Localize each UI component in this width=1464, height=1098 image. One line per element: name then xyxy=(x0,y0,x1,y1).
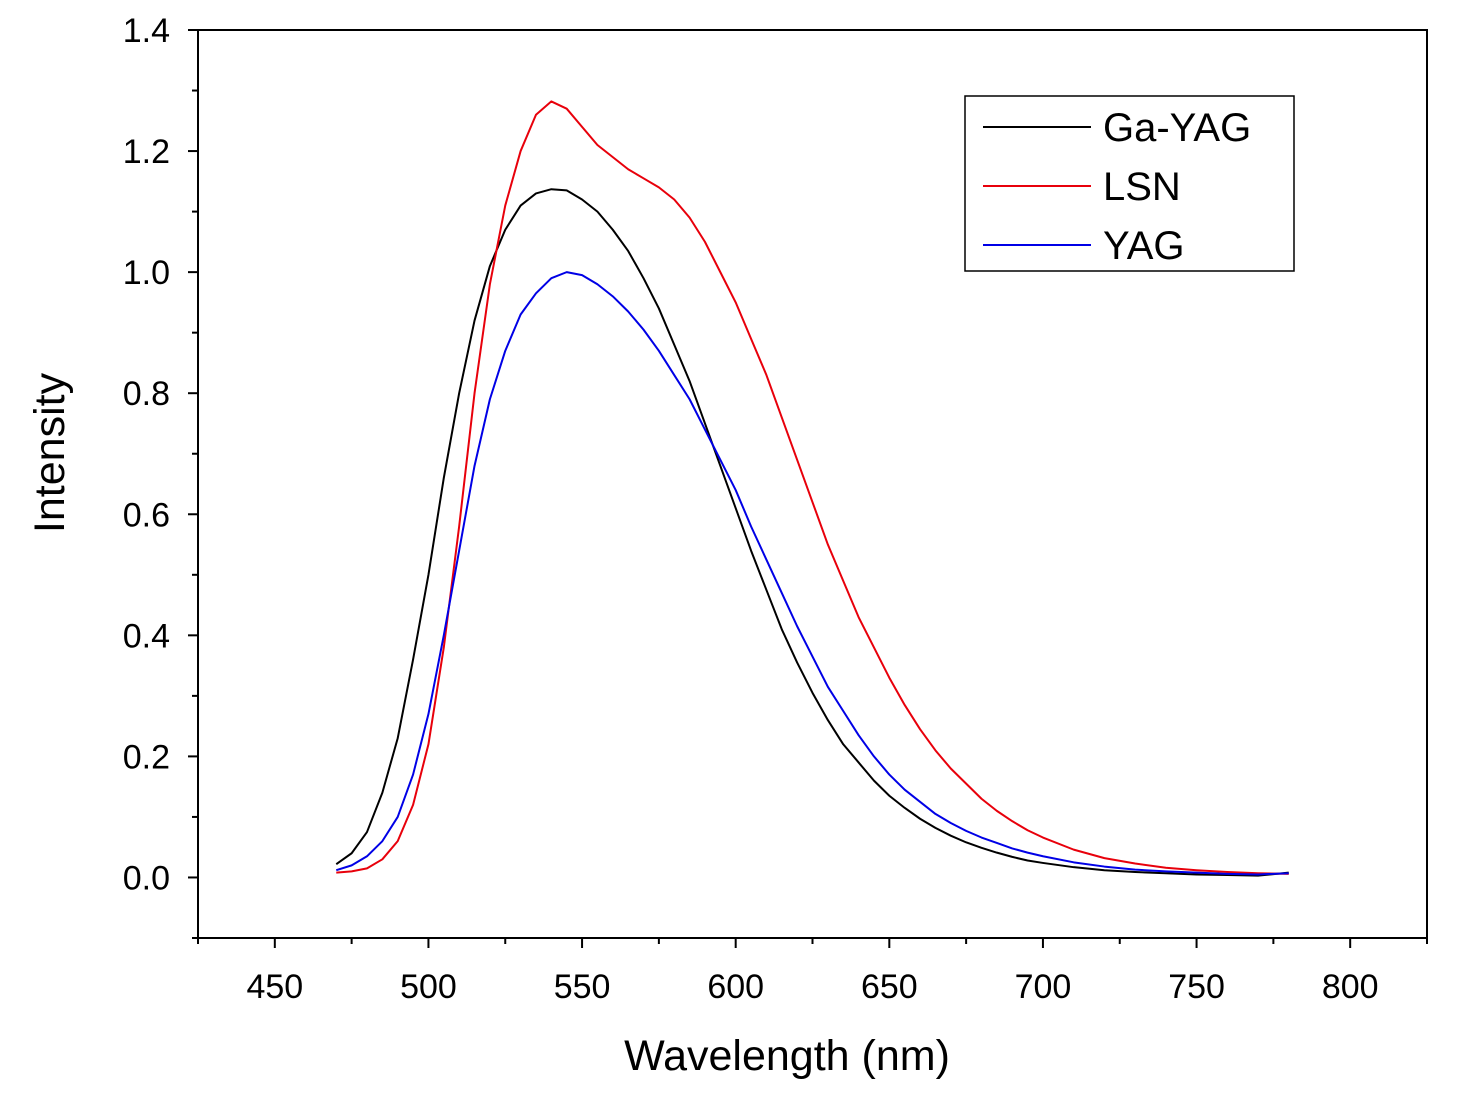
y-axis: 0.0 0.2 0.4 0.6 0.8 1.0 1.2 1.4 xyxy=(123,12,198,939)
y-tick-label: 0.0 xyxy=(123,859,170,897)
y-tick-label: 0.6 xyxy=(123,496,170,534)
x-tick-label: 700 xyxy=(1015,968,1072,1006)
series-line-ga-yag xyxy=(335,188,1289,877)
x-tick-label: 500 xyxy=(400,968,457,1006)
x-tick-label: 600 xyxy=(707,968,764,1006)
y-axis-title: Intensity xyxy=(26,372,74,533)
x-tick-label: 550 xyxy=(554,968,611,1006)
y-tick-label: 1.0 xyxy=(123,254,170,292)
y-tick-label: 1.4 xyxy=(123,12,170,50)
y-tick-label: 0.4 xyxy=(123,617,170,655)
series-line-yag xyxy=(335,271,1289,876)
y-tick-label: 1.2 xyxy=(123,133,170,171)
x-axis-title: Wavelength (nm) xyxy=(624,1032,950,1080)
x-axis: 450 500 550 600 650 700 750 800 xyxy=(197,938,1428,1006)
legend: Ga-YAG LSN YAG xyxy=(964,95,1295,272)
legend-box xyxy=(964,95,1295,272)
series-line-lsn xyxy=(336,100,1289,875)
series-lines xyxy=(335,100,1289,877)
y-tick-label: 0.2 xyxy=(123,738,170,776)
legend-label: LSN xyxy=(1103,165,1181,209)
y-tick-label: 0.8 xyxy=(123,375,170,413)
legend-label: YAG xyxy=(1103,224,1185,268)
x-tick-label: 800 xyxy=(1322,968,1379,1006)
legend-label: Ga-YAG xyxy=(1103,106,1251,150)
x-tick-label: 650 xyxy=(861,968,918,1006)
x-tick-label: 750 xyxy=(1168,968,1225,1006)
x-tick-label: 450 xyxy=(246,968,303,1006)
